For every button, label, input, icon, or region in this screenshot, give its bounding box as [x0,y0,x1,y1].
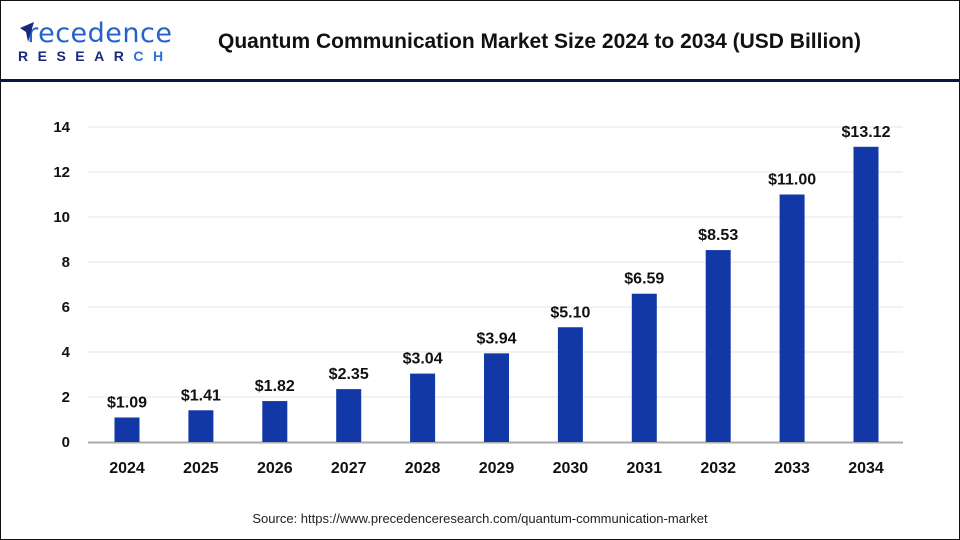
bar [114,417,140,442]
bar [779,194,805,442]
bar [557,327,583,442]
logo-line1: recedence [27,18,173,49]
data-label: $1.41 [181,387,221,404]
x-tick-label: 2026 [257,460,293,477]
data-label: $5.10 [550,304,590,321]
x-tick-label: 2025 [183,460,219,477]
bar [705,250,731,442]
header-divider [0,79,960,82]
y-tick-label: 14 [53,119,70,136]
y-tick-label: 4 [62,344,71,361]
source-note: Source: https://www.precedenceresearch.c… [252,511,708,526]
data-label: $11.00 [768,172,816,189]
precedence-research-logo: recedence RESEARCH [18,18,173,65]
data-label: $3.04 [403,351,443,368]
logo-arrow-icon [20,22,34,42]
y-tick-label: 12 [53,164,70,181]
logo-line2: RESEARCH [18,48,173,64]
bar [484,353,509,442]
x-tick-label: 2024 [109,460,145,477]
data-label: $2.35 [329,366,369,383]
x-tick-label: 2032 [700,460,736,477]
bar [853,146,879,443]
bar [262,401,288,442]
bar [631,293,657,442]
bar [336,389,362,442]
data-label: $8.53 [698,227,738,244]
x-tick-label: 2033 [774,460,810,477]
y-tick-label: 0 [62,434,70,451]
y-tick-label: 6 [62,299,70,316]
x-tick-label: 2034 [848,460,884,477]
y-tick-label: 2 [62,389,70,406]
x-tick-label: 2027 [331,460,367,477]
data-label: $1.82 [255,378,295,395]
x-tick-label: 2030 [553,460,589,477]
x-tick-label: 2029 [479,460,515,477]
data-label: $13.12 [842,124,891,141]
bar [410,373,436,442]
y-tick-label: 10 [53,209,70,226]
y-tick-label: 8 [62,254,70,271]
x-tick-label: 2028 [405,460,441,477]
x-tick-label: 2031 [627,460,663,477]
data-label: $1.09 [107,394,147,411]
chart-title: Quantum Communication Market Size 2024 t… [218,30,861,53]
data-label: $3.94 [476,330,516,347]
data-label: $6.59 [624,271,664,288]
bar [188,410,214,442]
